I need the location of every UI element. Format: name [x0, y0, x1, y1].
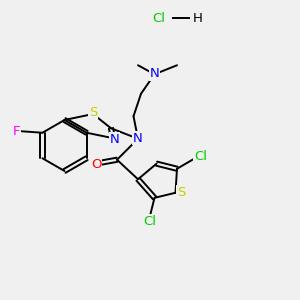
Text: Cl: Cl	[152, 11, 166, 25]
Text: Cl: Cl	[143, 215, 157, 228]
Text: S: S	[177, 186, 185, 199]
Text: Cl: Cl	[194, 150, 207, 163]
Text: F: F	[12, 125, 20, 138]
Text: N: N	[133, 132, 143, 145]
Text: H: H	[193, 11, 203, 25]
Text: N: N	[150, 67, 159, 80]
Text: O: O	[91, 158, 101, 171]
Text: S: S	[89, 106, 97, 119]
Text: N: N	[110, 133, 119, 146]
